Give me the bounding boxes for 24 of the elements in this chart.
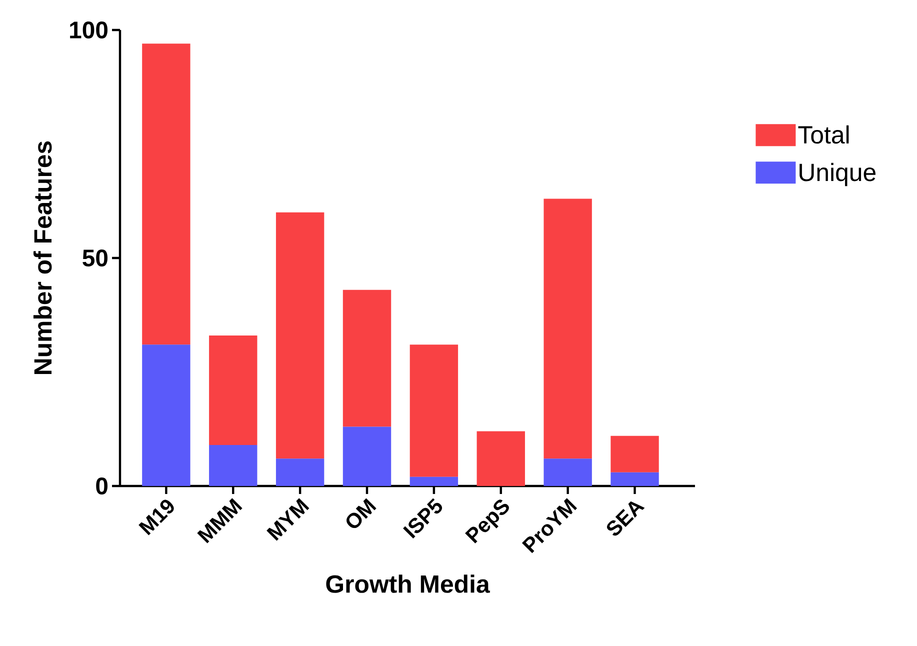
y-tick-label: 0 [96,478,108,494]
bar [276,212,324,459]
bar [142,44,190,345]
bar [610,472,659,486]
bar [342,426,392,486]
y-tick-label: 50 [82,250,108,266]
bar [142,344,190,486]
bar [276,458,324,486]
bar [544,458,592,486]
legend-label: Unique [800,162,876,186]
bar [410,476,458,486]
bar [476,431,525,486]
bar [544,198,592,459]
bar [610,436,659,472]
y-tick-label: 100 [70,22,108,38]
legend-label: Total [798,125,849,144]
bar [209,444,258,486]
x-tick-label: SEA [606,501,645,536]
bar [209,336,258,445]
x-tick-label: OM [346,498,376,528]
bar [410,344,458,477]
y-axis-title: Number of Features [33,141,52,374]
bar [342,290,392,427]
x-axis-title: Growth Media [326,574,490,593]
